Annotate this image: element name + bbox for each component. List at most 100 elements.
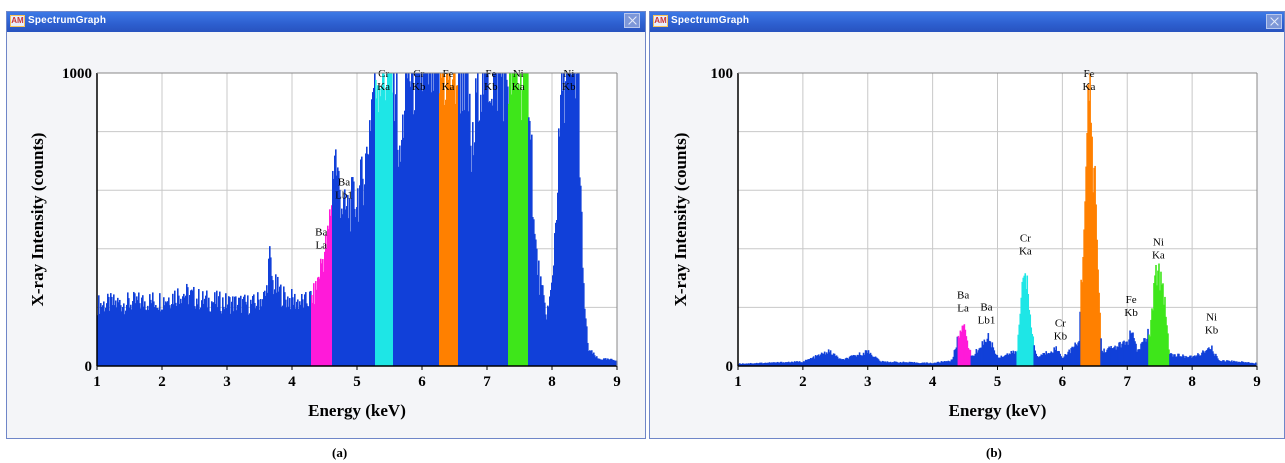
spectrum-bar: [205, 295, 207, 366]
spectrum-bar: [418, 73, 420, 366]
spectrum-bar: [124, 314, 126, 366]
spectrum-bar: [1194, 355, 1196, 366]
spectrum-bar: [421, 73, 423, 366]
spectrum-bar: [922, 362, 925, 366]
spectrum-bar: [109, 310, 111, 366]
spectrum-bar: [846, 357, 849, 366]
spectrum-bar: [560, 94, 562, 367]
spectrum-bar: [601, 359, 603, 366]
spectrum-bar: [820, 352, 823, 366]
spectrum-bar: [1014, 351, 1017, 366]
spectrum-bar: [1221, 361, 1223, 366]
spectrum-bar: [739, 363, 742, 366]
spectrum-bar: [374, 73, 376, 366]
spectrum-bar: [1046, 354, 1049, 366]
spectrum-bar: [1003, 356, 1006, 366]
spectrum-bar: [180, 298, 182, 366]
spectrum-bar: [241, 312, 243, 366]
spectrum-bar: [1043, 352, 1046, 366]
spectrum-bar: [1021, 281, 1024, 366]
spectrum-bar: [862, 352, 865, 366]
spectrum-bar: [1019, 313, 1022, 366]
spectrum-bar: [746, 363, 749, 366]
spectrum-bar: [815, 356, 818, 366]
spectrum-bar: [868, 354, 871, 366]
spectrum-bar: [931, 363, 934, 366]
x-tick-label: 9: [613, 374, 621, 390]
spectrum-bar: [549, 296, 551, 366]
spectrum-bar: [242, 299, 244, 366]
spectrum-bar: [319, 278, 321, 366]
spectrum-bar: [498, 73, 500, 366]
peak-label: Ni Ka: [1152, 237, 1165, 262]
spectrum-bar: [930, 363, 933, 366]
spectrum-bar: [849, 355, 852, 366]
y-tick-label: 1000: [62, 66, 92, 82]
spectrum-bar: [532, 217, 534, 366]
spectrum-bar: [1053, 347, 1055, 366]
spectrum-bar: [962, 325, 965, 366]
spectrum-bar: [287, 296, 289, 366]
spectrum-bar: [1140, 343, 1142, 366]
spectrum-bar: [1124, 344, 1126, 366]
close-icon[interactable]: [1266, 14, 1282, 29]
spectrum-bar: [228, 296, 230, 366]
spectrum-bar: [424, 73, 426, 366]
spectrum-bar: [1253, 363, 1255, 366]
spectrum-bar: [836, 356, 839, 366]
spectrum-bar: [589, 350, 591, 366]
spectrum-bar: [410, 86, 412, 366]
spectrum-bar: [288, 306, 290, 366]
spectrum-bar: [491, 98, 493, 366]
spectrum-bar: [582, 267, 584, 366]
peak-label: Ba Lb1: [978, 301, 996, 326]
spectrum-bar: [1223, 360, 1225, 366]
spectrum-bar: [888, 362, 891, 366]
close-icon[interactable]: [624, 13, 640, 28]
spectrum-bar: [1127, 344, 1129, 366]
spectrum-bar: [381, 87, 383, 366]
spectrum-bar: [858, 352, 861, 366]
spectrum-bar: [988, 340, 991, 366]
spectrum-bar: [826, 353, 829, 366]
spectrum-bar: [128, 298, 130, 366]
spectrum-bar: [1009, 354, 1012, 366]
peak-label-line: Ni: [563, 68, 574, 80]
spectrum-bar: [335, 149, 337, 366]
spectrum-bar: [1235, 361, 1237, 366]
spectrum-bar: [833, 353, 836, 366]
spectrum-bar: [457, 85, 459, 366]
spectrum-bar: [413, 114, 415, 366]
spectrum-bar: [945, 361, 948, 366]
spectrum-bar: [1189, 355, 1191, 366]
spectrum-bar: [841, 359, 844, 366]
peak-label: Cr Ka: [1019, 233, 1032, 258]
x-tick-label: 1: [734, 374, 742, 390]
spectrum-bar: [944, 361, 947, 366]
spectrum-bar: [1029, 314, 1032, 366]
spectrum-bar: [218, 296, 220, 366]
title-bar[interactable]: AM SpectrumGraph: [7, 12, 645, 32]
spectrum-bar: [1198, 354, 1200, 366]
spectrum-bar: [1056, 351, 1058, 366]
spectrum-bar: [377, 85, 379, 367]
spectrum-bar: [1020, 297, 1023, 366]
peak-label: Ni Kb: [562, 68, 576, 93]
title-bar[interactable]: AM SpectrumGraph: [650, 12, 1284, 32]
peak-label: Ba La: [957, 290, 969, 315]
spectrum-bar: [587, 342, 589, 366]
spectrum-bar: [564, 122, 566, 366]
spectrum-bar: [989, 341, 992, 366]
spectrum-bar: [755, 362, 758, 366]
spectrum-bar: [1010, 350, 1013, 366]
spectrum-bar: [320, 258, 322, 366]
spectrum-bar: [973, 355, 976, 366]
spectrum-bar: [245, 301, 247, 366]
spectrum-bar: [567, 73, 569, 366]
x-axis-label: Energy (keV): [308, 401, 406, 420]
peak-label-line: Kb: [562, 81, 576, 93]
spectrum-bar: [742, 363, 745, 366]
spectrum-bar: [612, 360, 614, 366]
peak-label-line: Ni: [513, 68, 524, 80]
spectrum-bar: [230, 313, 232, 366]
